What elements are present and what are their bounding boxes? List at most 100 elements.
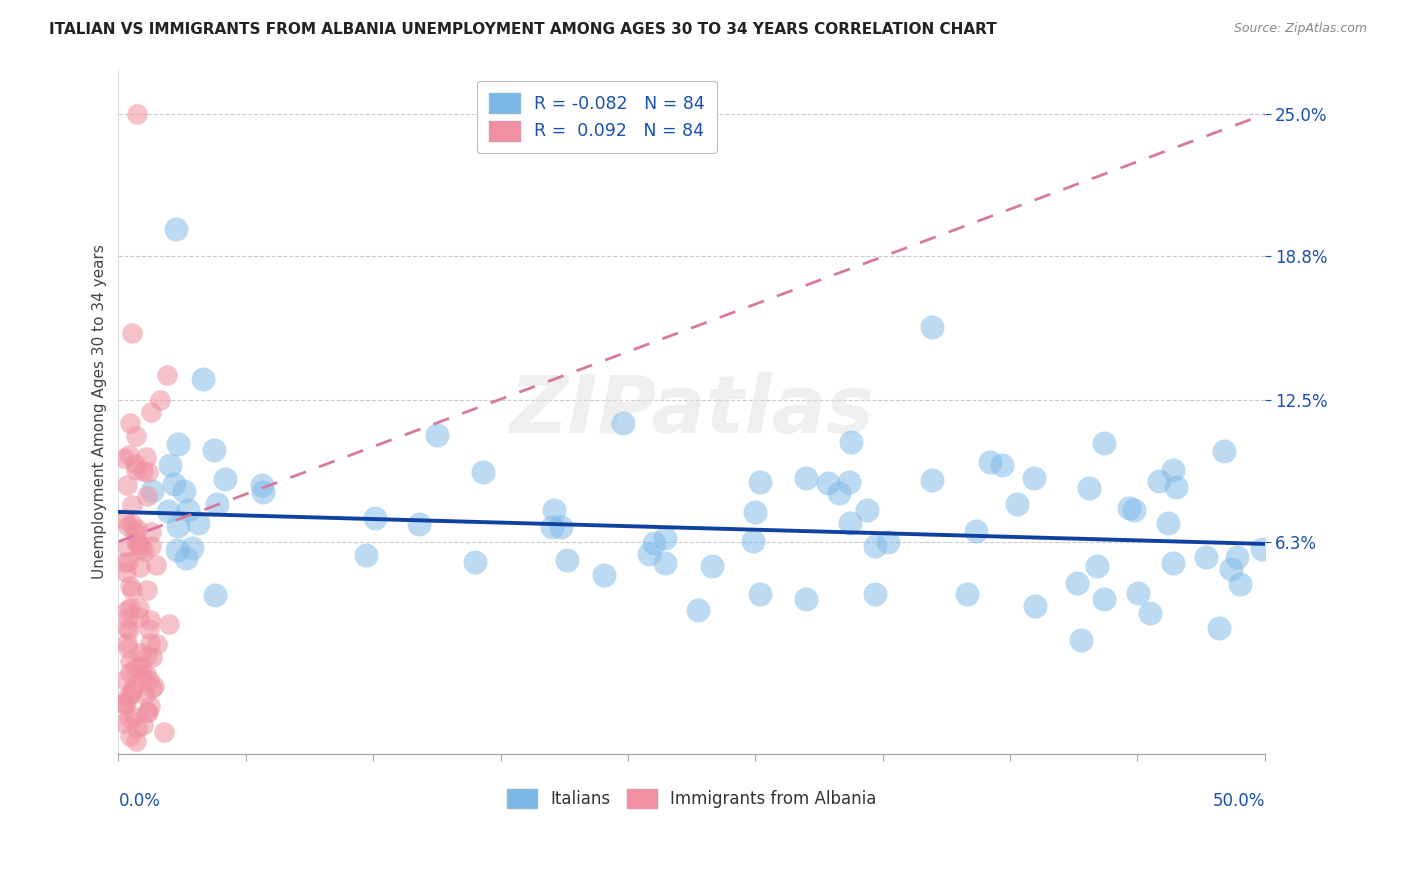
Point xyxy=(1208,622,1230,636)
Point xyxy=(1118,500,1140,515)
Point xyxy=(744,504,766,518)
Point xyxy=(654,531,676,545)
Point xyxy=(128,560,150,574)
Point xyxy=(141,650,163,665)
Point xyxy=(121,326,143,340)
Point xyxy=(125,522,148,536)
Point xyxy=(125,463,148,477)
Point xyxy=(135,450,157,464)
Point xyxy=(117,611,139,625)
Point xyxy=(1161,463,1184,477)
Point xyxy=(173,483,195,498)
Point xyxy=(152,725,174,739)
Point xyxy=(205,497,228,511)
Point xyxy=(141,484,163,499)
Point xyxy=(1163,556,1185,570)
Y-axis label: Unemployment Among Ages 30 to 34 years: Unemployment Among Ages 30 to 34 years xyxy=(93,244,107,579)
Point xyxy=(1139,606,1161,620)
Point xyxy=(117,689,139,703)
Point xyxy=(921,473,943,487)
Point xyxy=(252,485,274,500)
Point xyxy=(472,465,495,479)
Point xyxy=(654,556,676,570)
Point xyxy=(1128,586,1150,600)
Point xyxy=(132,464,155,478)
Point xyxy=(124,525,146,540)
Point xyxy=(121,498,143,512)
Point xyxy=(125,734,148,748)
Point xyxy=(141,681,163,696)
Point xyxy=(139,698,162,713)
Point xyxy=(1226,550,1249,565)
Point xyxy=(139,405,162,419)
Point xyxy=(115,696,138,710)
Point xyxy=(408,517,430,532)
Point xyxy=(118,600,141,615)
Point xyxy=(749,475,772,489)
Point xyxy=(1066,575,1088,590)
Point xyxy=(250,477,273,491)
Point xyxy=(115,603,138,617)
Point xyxy=(120,729,142,743)
Point xyxy=(134,688,156,702)
Point xyxy=(155,368,177,382)
Point xyxy=(129,542,152,557)
Point xyxy=(1077,481,1099,495)
Point xyxy=(1229,577,1251,591)
Point xyxy=(838,516,860,530)
Text: 0.0%: 0.0% xyxy=(118,792,160,810)
Point xyxy=(426,428,449,442)
Point xyxy=(122,710,145,724)
Point xyxy=(112,696,135,710)
Point xyxy=(112,715,135,730)
Point xyxy=(121,683,143,698)
Point xyxy=(979,455,1001,469)
Point xyxy=(356,548,378,562)
Point xyxy=(1070,632,1092,647)
Point xyxy=(1220,561,1243,575)
Point xyxy=(174,550,197,565)
Point xyxy=(817,475,839,490)
Point xyxy=(742,534,765,549)
Point xyxy=(204,588,226,602)
Point xyxy=(131,659,153,673)
Point xyxy=(114,565,136,579)
Point xyxy=(1251,541,1274,556)
Point xyxy=(141,524,163,539)
Point xyxy=(364,510,387,524)
Point xyxy=(543,503,565,517)
Point xyxy=(115,636,138,650)
Point xyxy=(593,568,616,582)
Legend: Italians, Immigrants from Albania: Italians, Immigrants from Albania xyxy=(501,782,883,814)
Point xyxy=(117,640,139,655)
Point xyxy=(464,555,486,569)
Point xyxy=(191,372,214,386)
Point xyxy=(114,555,136,569)
Point xyxy=(118,623,141,637)
Point xyxy=(135,648,157,663)
Point xyxy=(127,537,149,551)
Point xyxy=(121,517,143,532)
Point xyxy=(921,319,943,334)
Point xyxy=(125,107,148,121)
Point xyxy=(112,451,135,466)
Point xyxy=(877,534,900,549)
Point xyxy=(139,540,162,554)
Point xyxy=(187,516,209,530)
Point xyxy=(120,665,142,679)
Point xyxy=(112,512,135,526)
Point xyxy=(125,533,148,548)
Point xyxy=(643,535,665,549)
Point xyxy=(115,540,138,554)
Point xyxy=(142,679,165,693)
Point xyxy=(863,587,886,601)
Point xyxy=(794,591,817,606)
Point xyxy=(131,667,153,681)
Point xyxy=(122,679,145,693)
Point xyxy=(749,587,772,601)
Point xyxy=(125,429,148,443)
Point xyxy=(1092,436,1115,450)
Point xyxy=(159,458,181,472)
Point xyxy=(156,504,179,518)
Point xyxy=(125,721,148,735)
